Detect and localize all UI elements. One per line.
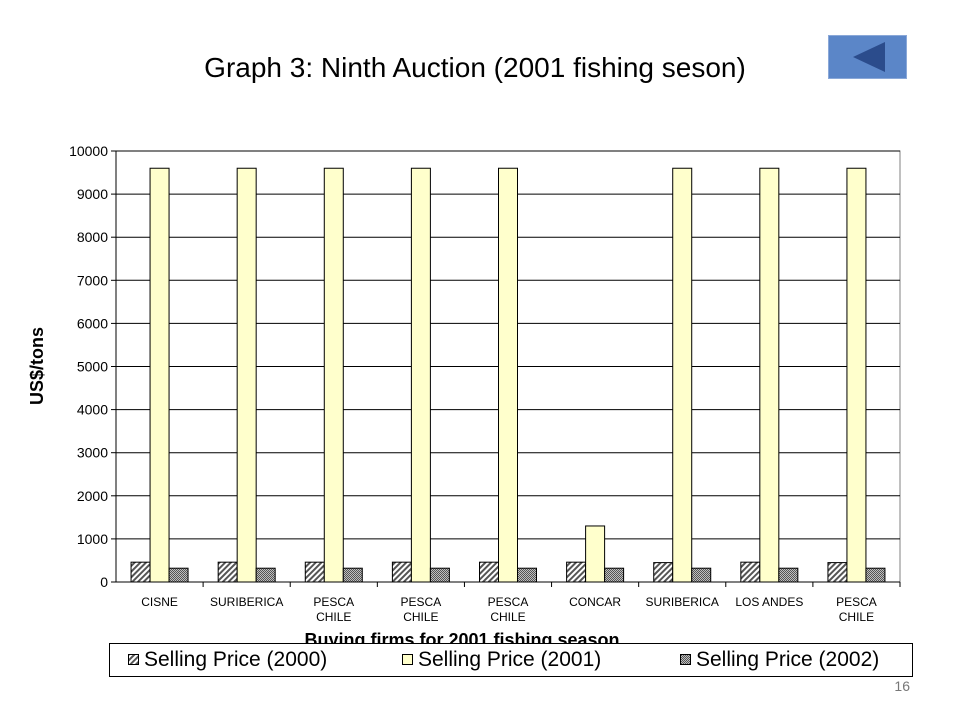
bar-2000-3 [304, 561, 325, 583]
x-tick-label: PESCA CHILE [488, 595, 529, 624]
legend-label-2002: Selling Price (2002) [696, 648, 880, 671]
legend-label-2000: Selling Price (2000) [144, 648, 328, 671]
x-tick-label: CISNE [141, 595, 178, 609]
bar-2000-9 [827, 562, 848, 583]
legend: Selling Price (2000) Selling Price (2001… [109, 643, 913, 677]
bar-2000-8 [740, 561, 761, 583]
bar-2001-6 [585, 525, 606, 583]
bar-2001-4 [410, 167, 431, 583]
legend-label-2001: Selling Price (2001) [418, 648, 602, 671]
bar-2001-3 [323, 167, 344, 583]
bar-2002-3 [342, 567, 363, 583]
x-tick-label: PESCA CHILE [401, 595, 442, 624]
y-tick-label: 5000 [77, 359, 108, 375]
legend-swatch-2000 [128, 654, 139, 665]
y-tick-label: 4000 [77, 402, 108, 418]
x-tick-label: SURIBERICA [210, 595, 283, 609]
page-number: 16 [894, 678, 910, 694]
bar-2002-1 [168, 567, 189, 583]
bar-2001-7 [672, 167, 693, 583]
legend-swatch-2001 [402, 654, 413, 665]
x-tick-label: PESCA CHILE [313, 595, 354, 624]
x-tick-label: CONCAR [569, 595, 621, 609]
bar-2002-6 [604, 567, 625, 583]
bar-chart: 0 1000 2000 3000 4000 5000 6000 7000 8000 9000 100… [27, 143, 901, 650]
y-tick-label: 2000 [77, 488, 108, 504]
bar-2002-9 [865, 567, 886, 583]
y-tick-label: 6000 [77, 315, 108, 331]
bar-2000-2 [217, 561, 238, 583]
chart-title: Graph 3: Ninth Auction (2001 fishing ses… [204, 52, 746, 83]
bar-2001-5 [498, 167, 518, 583]
y-tick-label: 0 [100, 574, 108, 590]
bar-2000-4 [391, 561, 412, 583]
triangle-left-icon [853, 42, 885, 72]
bar-2002-4 [429, 567, 450, 583]
bar-2000-6 [566, 561, 587, 583]
y-axis-title: US$/tons [27, 327, 47, 405]
bar-2000-5 [479, 561, 499, 583]
y-tick-label: 1000 [77, 531, 108, 547]
bar-2001-9 [846, 167, 867, 583]
bar-2002-5 [517, 567, 537, 583]
bar-2002-7 [691, 567, 712, 583]
x-tick-label: SURIBERICA [646, 595, 719, 609]
y-tick-label: 3000 [77, 445, 108, 461]
bar-2002-2 [255, 567, 276, 583]
bar-2000-1 [130, 561, 151, 583]
y-tick-label: 9000 [77, 186, 108, 202]
bar-2000-7 [653, 562, 674, 583]
bar-2001-1 [149, 167, 170, 583]
x-tick-label: PESCA CHILE [836, 595, 877, 624]
y-tick-label: 7000 [77, 272, 108, 288]
back-button[interactable] [828, 35, 907, 79]
legend-swatch-2002 [680, 654, 691, 665]
bar-2001-8 [759, 167, 780, 583]
bar-2001-2 [236, 167, 257, 583]
y-tick-label: 10000 [69, 143, 108, 159]
y-tick-label: 8000 [77, 229, 108, 245]
bar-2002-8 [778, 567, 799, 583]
x-tick-label: LOS ANDES [735, 595, 803, 609]
